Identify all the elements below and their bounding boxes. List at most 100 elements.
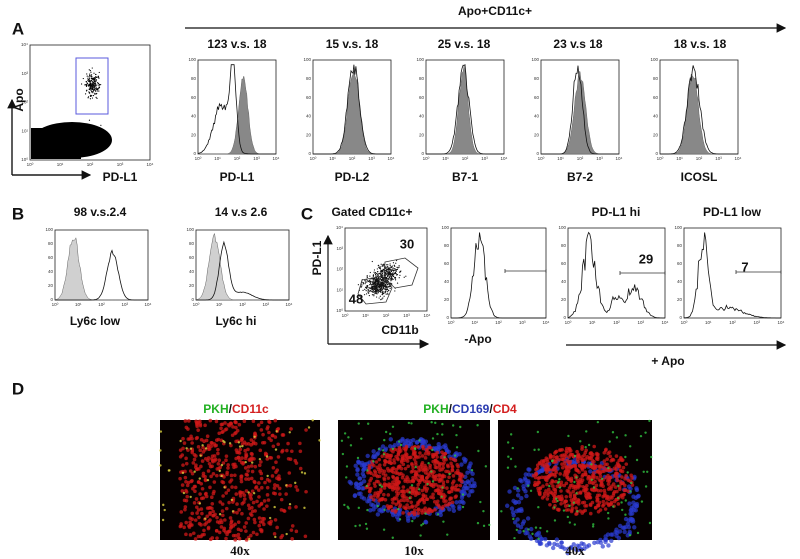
red-cell: [222, 529, 226, 533]
blue-cell: [362, 474, 366, 478]
red-cell: [447, 490, 451, 494]
cell-dot: [93, 141, 94, 142]
red-cell: [438, 505, 442, 509]
cell-dot: [376, 286, 377, 287]
cell-dot: [90, 125, 91, 126]
red-cell: [585, 487, 589, 491]
cell-dot: [96, 98, 97, 99]
green-cell: [285, 533, 287, 535]
blue-cell: [424, 520, 428, 524]
red-cell: [262, 507, 266, 511]
x-tick-label: 10¹: [471, 320, 478, 325]
red-cell: [384, 483, 388, 487]
red-cell: [272, 444, 276, 448]
red-cell: [437, 492, 441, 496]
green-cell: [219, 470, 221, 472]
red-cell: [581, 474, 585, 478]
red-cell: [454, 494, 458, 498]
green-cell: [640, 435, 642, 437]
red-cell: [255, 500, 259, 504]
red-cell: [257, 495, 261, 499]
blue-cell: [357, 492, 361, 496]
red-cell: [281, 449, 285, 453]
green-cell: [629, 445, 631, 447]
cell-dot: [91, 74, 92, 75]
red-cell: [275, 526, 279, 530]
red-cell: [412, 450, 416, 454]
red-cell: [244, 477, 248, 481]
green-cell: [382, 449, 384, 451]
green-cell: [294, 482, 296, 484]
red-cell: [243, 493, 247, 497]
cell-dot: [384, 284, 385, 285]
blue-cell: [510, 506, 514, 510]
cell-dot: [40, 137, 41, 138]
red-cell: [391, 498, 395, 502]
cell-dot: [85, 143, 86, 144]
red-cell: [584, 470, 588, 474]
dot-plot-title: Gated CD11c+: [331, 205, 412, 219]
green-cell: [551, 459, 553, 461]
cell-dot: [88, 79, 89, 80]
red-cell: [277, 477, 281, 481]
x-tick-label: 10²: [239, 302, 246, 307]
red-cell: [548, 468, 552, 472]
green-cell: [556, 500, 558, 502]
red-cell: [267, 498, 271, 502]
red-cell: [279, 536, 283, 540]
x-tick-label: 10⁰: [681, 320, 688, 325]
green-cell: [579, 440, 581, 442]
red-cell: [278, 492, 282, 496]
cell-dot: [365, 287, 366, 288]
cell-dot: [96, 84, 97, 85]
green-cell: [574, 523, 576, 525]
blue-cell: [609, 532, 613, 536]
red-cell: [209, 419, 213, 423]
green-cell: [424, 512, 426, 514]
green-cell: [607, 467, 609, 469]
cell-dot: [52, 140, 53, 141]
cell-dot: [405, 276, 406, 277]
red-cell: [215, 474, 219, 478]
red-cell: [183, 508, 187, 512]
green-cell: [285, 484, 287, 486]
green-cell: [312, 419, 314, 421]
blue-cell: [614, 534, 618, 538]
green-cell: [201, 444, 203, 446]
red-cell: [373, 482, 377, 486]
red-cell: [417, 479, 421, 483]
cell-dot: [96, 97, 97, 98]
green-cell: [367, 423, 369, 425]
green-cell: [537, 506, 539, 508]
green-cell: [607, 517, 609, 519]
cell-dot: [93, 85, 94, 86]
cell-dot: [383, 283, 384, 284]
red-cell: [437, 484, 441, 488]
cell-dot: [80, 132, 81, 133]
histogram-title: 18 v.s. 18: [674, 37, 727, 51]
red-cell: [247, 517, 251, 521]
red-cell: [442, 483, 446, 487]
red-cell: [561, 466, 565, 470]
red-cell: [293, 459, 297, 463]
x-tick-label: 10⁰: [565, 320, 572, 325]
cell-dot: [76, 141, 77, 142]
marker-label: B7-1: [452, 170, 478, 184]
x-tick-label: 10¹: [216, 302, 223, 307]
x-tick-label: 10⁴: [273, 156, 280, 161]
red-cell: [243, 419, 247, 423]
cell-dot: [374, 273, 375, 274]
red-cell: [400, 457, 404, 461]
cell-dot: [70, 138, 71, 139]
red-cell: [623, 477, 627, 481]
histogram-title: PD-L1 hi: [592, 205, 641, 219]
red-cell: [263, 481, 267, 485]
green-cell: [616, 436, 618, 438]
cell-dot: [72, 150, 73, 151]
red-cell: [417, 469, 421, 473]
green-cell: [554, 519, 556, 521]
blue-cell: [354, 481, 358, 485]
red-cell: [377, 458, 381, 462]
red-cell: [198, 492, 202, 496]
cell-dot: [392, 272, 393, 273]
